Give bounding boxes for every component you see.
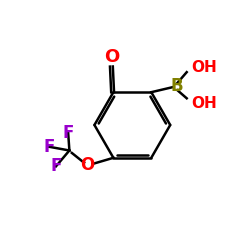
- Text: F: F: [50, 157, 62, 175]
- Text: O: O: [104, 48, 120, 66]
- Text: O: O: [80, 156, 94, 174]
- Text: F: F: [44, 138, 55, 156]
- Text: OH: OH: [192, 60, 217, 75]
- Text: F: F: [62, 124, 74, 142]
- Text: B: B: [170, 77, 183, 95]
- Text: OH: OH: [192, 96, 217, 111]
